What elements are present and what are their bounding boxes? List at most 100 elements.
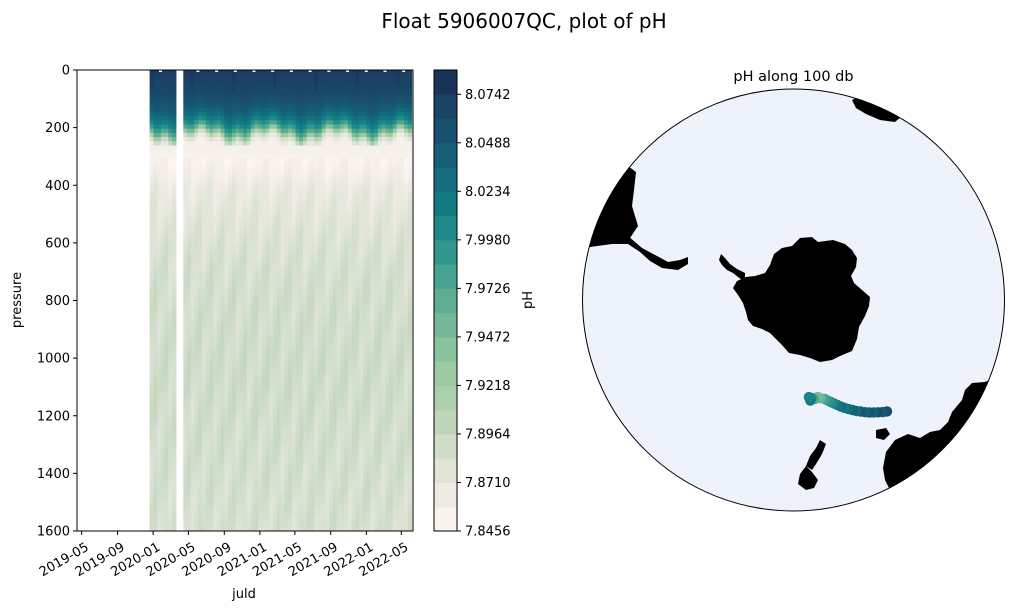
heatmap-cell — [276, 510, 282, 515]
heatmap-cell — [280, 187, 285, 193]
heatmap-cell — [213, 78, 218, 84]
heatmap-cell — [291, 497, 297, 503]
heatmap-cell — [306, 342, 312, 348]
heatmap-cell — [153, 384, 158, 390]
heatmap-cell — [194, 258, 199, 264]
heatmap-cell — [209, 313, 214, 318]
heatmap-cell — [291, 120, 297, 126]
heatmap-cell — [295, 413, 300, 419]
heatmap-cell — [168, 426, 173, 432]
heatmap-cell — [321, 208, 327, 214]
heatmap-cell — [261, 321, 267, 327]
heatmap-cell — [149, 107, 154, 113]
heatmap-cell — [213, 107, 218, 113]
heatmap-cell — [265, 375, 270, 381]
heatmap-cell — [284, 162, 289, 167]
heatmap-cell — [258, 141, 263, 147]
heatmap-cell — [325, 237, 330, 243]
heatmap-cell — [299, 162, 304, 167]
heatmap-cell — [250, 463, 255, 469]
heatmap-cell — [288, 384, 293, 390]
heatmap-cell — [321, 187, 327, 193]
heatmap-cell — [224, 296, 229, 302]
heatmap-cell — [149, 451, 154, 457]
heatmap-cell — [153, 95, 158, 100]
heatmap-cell — [183, 82, 188, 88]
heatmap-cell — [284, 321, 289, 327]
heatmap-cell — [273, 375, 278, 381]
heatmap-cell — [318, 199, 323, 205]
heatmap-cell — [243, 522, 248, 528]
heatmap-cell — [168, 141, 173, 147]
heatmap-cell — [164, 128, 169, 134]
heatmap-cell — [299, 124, 304, 130]
heatmap-cell — [250, 266, 255, 272]
heatmap-cell — [209, 70, 214, 75]
heatmap-cell — [164, 304, 169, 310]
heatmap-cell — [303, 225, 308, 230]
heatmap-cell — [265, 296, 270, 302]
heatmap-cell — [157, 380, 162, 385]
heatmap-cell — [157, 99, 162, 105]
heatmap-cell — [231, 95, 237, 100]
heatmap-cell — [209, 82, 214, 88]
heatmap-cell — [160, 162, 166, 167]
heatmap-cell — [183, 380, 188, 385]
heatmap-cell — [314, 208, 319, 214]
heatmap-cell — [228, 250, 233, 255]
heatmap-cell — [284, 90, 289, 96]
heatmap-cell — [254, 325, 259, 331]
heatmap-cell — [265, 153, 270, 159]
heatmap-cell — [291, 137, 297, 142]
heatmap-cell — [198, 132, 203, 138]
heatmap-cell — [295, 178, 300, 184]
heatmap-cell — [168, 480, 173, 486]
heatmap-cell — [250, 287, 255, 293]
heatmap-cell — [220, 149, 226, 155]
heatmap-cell — [306, 141, 312, 147]
heatmap-cell — [261, 526, 267, 531]
heatmap-cell — [246, 384, 252, 390]
heatmap-cell — [265, 233, 270, 239]
heatmap-cell — [198, 308, 203, 314]
heatmap-cell — [220, 371, 226, 377]
heatmap-cell — [284, 283, 289, 289]
heatmap-cell — [310, 174, 315, 180]
heatmap-cell — [250, 128, 255, 134]
heatmap-cell — [284, 304, 289, 310]
heatmap-cell — [235, 438, 241, 444]
heatmap-cell — [258, 107, 263, 113]
heatmap-cell — [310, 233, 315, 239]
heatmap-cell — [213, 162, 218, 167]
heatmap-cell — [291, 300, 297, 306]
heatmap-cell — [276, 518, 282, 524]
heatmap-cell — [291, 505, 297, 511]
heatmap-cell — [276, 413, 282, 419]
heatmap-cell — [213, 447, 218, 452]
heatmap-cell — [295, 275, 300, 281]
heatmap-cell — [310, 447, 315, 452]
heatmap-cell — [194, 367, 199, 373]
heatmap-cell — [276, 107, 282, 113]
heatmap-cell — [280, 468, 285, 473]
heatmap-cell — [265, 237, 270, 243]
heatmap-cell — [314, 401, 319, 406]
heatmap-cell — [261, 463, 267, 469]
heatmap-cell — [220, 497, 226, 503]
heatmap-cell — [194, 208, 199, 214]
heatmap-cell — [216, 409, 222, 415]
heatmap-cell — [235, 342, 241, 348]
heatmap-cell — [187, 501, 192, 507]
heatmap-cell — [314, 99, 319, 105]
heatmap-cell — [243, 233, 248, 239]
heatmap-cell — [250, 220, 255, 226]
heatmap-cell — [235, 455, 241, 461]
heatmap-cell — [164, 396, 169, 402]
heatmap-cell — [183, 111, 188, 117]
heatmap-cell — [295, 510, 300, 515]
heatmap-cell — [231, 145, 237, 151]
heatmap-cell — [269, 334, 274, 339]
heatmap-cell — [258, 208, 263, 214]
heatmap-cell — [303, 212, 308, 218]
heatmap-cell — [213, 229, 218, 235]
